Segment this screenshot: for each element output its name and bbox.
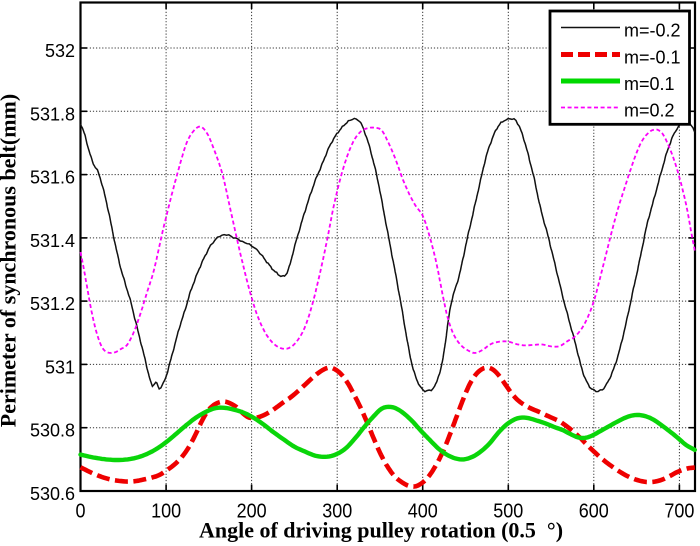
svg-text:100: 100 — [151, 500, 181, 522]
svg-text:Perimeter of synchronous belt(: Perimeter of synchronous belt(mm) — [0, 94, 21, 427]
svg-text:600: 600 — [579, 500, 609, 522]
svg-text:532: 532 — [45, 41, 75, 61]
svg-text:530.6: 530.6 — [30, 484, 75, 504]
svg-text:m=-0.1: m=-0.1 — [624, 48, 681, 68]
svg-text:531.6: 531.6 — [30, 168, 75, 188]
svg-text:0: 0 — [75, 500, 85, 522]
svg-text:400: 400 — [408, 500, 438, 522]
svg-text:200: 200 — [237, 500, 267, 522]
svg-text:531: 531 — [45, 357, 75, 377]
svg-text:531.2: 531.2 — [30, 294, 75, 314]
svg-text:m=-0.2: m=-0.2 — [624, 21, 681, 41]
svg-text:300: 300 — [322, 500, 352, 522]
svg-text:531.4: 531.4 — [30, 231, 75, 251]
svg-text:m=0.2: m=0.2 — [624, 101, 675, 121]
svg-text:530.8: 530.8 — [30, 421, 75, 441]
svg-text:500: 500 — [493, 500, 523, 522]
svg-text:700: 700 — [664, 500, 694, 522]
svg-text:Angle of driving pulley rotati: Angle of driving pulley rotation (0.5 °) — [199, 518, 563, 543]
svg-text:531.8: 531.8 — [30, 104, 75, 124]
svg-text:m=0.1: m=0.1 — [624, 74, 675, 94]
